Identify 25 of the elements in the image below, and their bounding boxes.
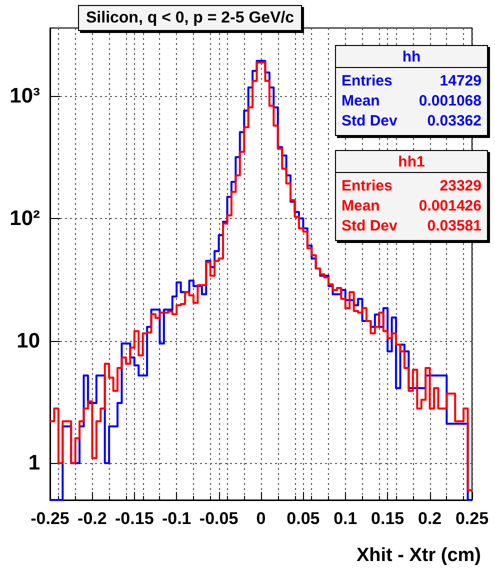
y-tick-label: 10² <box>10 206 40 230</box>
y-tick-label: 1 <box>28 452 40 475</box>
x-tick-label: -0.15 <box>115 509 154 528</box>
text: hh <box>402 48 421 66</box>
text: Entries 14729 <box>342 72 482 90</box>
x-axis-title: Xhit - Xtr (cm) <box>356 545 482 566</box>
x-tick-label: -0.25 <box>30 509 70 528</box>
x-tick-label: 0.2 <box>418 509 442 528</box>
x-tick-label: -0.05 <box>199 509 238 528</box>
text: hh1 <box>398 154 425 170</box>
text: Std Dev 0.03362 <box>342 112 482 130</box>
text: Mean 0.001068 <box>342 92 482 110</box>
x-tick-label: 0.25 <box>455 509 489 528</box>
x-tick-label: 0.05 <box>286 509 320 528</box>
text: Entries 23329 <box>342 178 482 194</box>
x-tick-label: 0.1 <box>334 509 358 528</box>
y-tick-label: 10³ <box>10 84 40 108</box>
x-tick-label: -0.2 <box>78 509 107 528</box>
text: Std Dev 0.03581 <box>342 218 482 234</box>
text: Mean 0.001426 <box>342 198 482 214</box>
x-tick-label: 0.15 <box>371 509 404 528</box>
x-tick-label: 0 <box>256 509 266 528</box>
y-tick-label: 10 <box>16 329 40 352</box>
chart-title: Silicon, q < 0, p = 2-5 GeV/c <box>86 10 294 26</box>
x-tick-label: -0.1 <box>162 509 192 528</box>
